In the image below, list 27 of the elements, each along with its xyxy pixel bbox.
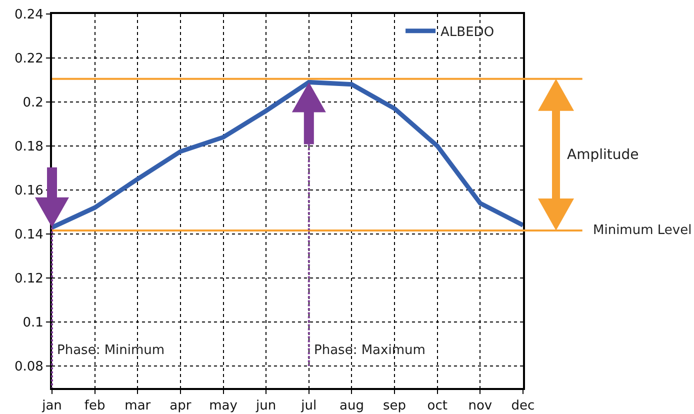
text: Amplitude bbox=[567, 147, 639, 163]
x-tick-label: aug bbox=[339, 398, 364, 414]
legend-label: ALBEDO bbox=[440, 24, 494, 40]
x-tick-label: jun bbox=[255, 398, 276, 414]
y-tick-label: 0.16 bbox=[14, 184, 44, 199]
y-tick-label: 0.18 bbox=[14, 140, 44, 155]
y-tick-label: 0.24 bbox=[14, 8, 44, 23]
x-tick-label: oct bbox=[427, 398, 448, 414]
x-tick-label: apr bbox=[170, 398, 192, 414]
x-tick-label: mar bbox=[124, 398, 152, 414]
x-tick-label: feb bbox=[84, 398, 106, 414]
x-tick-label: jul bbox=[300, 398, 317, 414]
x-tick-label: dec bbox=[511, 398, 535, 414]
x-tick-label: jan bbox=[41, 398, 62, 414]
x-tick-label: nov bbox=[468, 398, 492, 414]
y-tick-label: 0.08 bbox=[14, 360, 44, 375]
x-tick-label: sep bbox=[383, 398, 406, 414]
y-tick-label: 0.12 bbox=[14, 272, 44, 287]
annotation: Phase: Minimum bbox=[57, 343, 165, 358]
y-tick-label: 0.2 bbox=[22, 96, 44, 111]
y-tick-label: 0.14 bbox=[14, 228, 44, 243]
line-series bbox=[52, 80, 523, 230]
annotation: Phase: Maximum bbox=[314, 343, 426, 358]
y-tick-label: 0.22 bbox=[14, 52, 44, 67]
x-tick-label: may bbox=[209, 398, 238, 414]
y-tick-label: 0.1 bbox=[22, 316, 44, 331]
ref-line-label: Minimum Level bbox=[593, 223, 692, 238]
